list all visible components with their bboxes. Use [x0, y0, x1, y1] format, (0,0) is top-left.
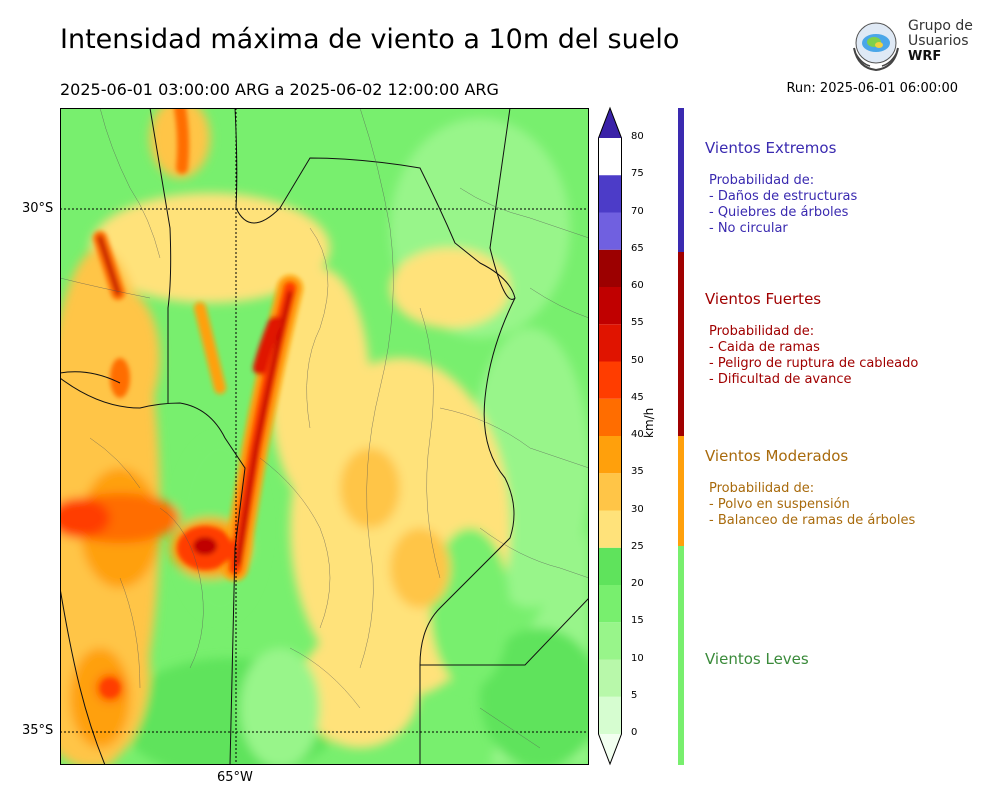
- logo-line3: WRF: [908, 49, 942, 64]
- colorbar-segment: [598, 175, 622, 213]
- colorbar-tick-label: 30: [631, 503, 644, 515]
- colorbar-tick-label: 25: [631, 540, 644, 552]
- colorbar-segment: [598, 622, 622, 660]
- category-moderate-title: Vientos Moderados: [705, 447, 849, 465]
- colorbar-segment: [598, 287, 622, 325]
- colorbar-segment: [598, 398, 622, 436]
- colorbar-tick-label: 55: [631, 317, 644, 329]
- colorbar-segment: [598, 361, 622, 399]
- wrf-logo: Grupo de Usuarios WRF: [848, 18, 973, 74]
- category-extreme-title: Vientos Extremos: [705, 139, 837, 157]
- colorbar-tick-label: 5: [631, 689, 638, 701]
- colorbar-tick-label: 60: [631, 280, 644, 291]
- colorbar-tick-label: 0: [631, 727, 638, 738]
- extreme-range-bar: [678, 108, 684, 252]
- colorbar-tick-label: 75: [631, 168, 644, 180]
- logo-line2: Usuarios: [908, 33, 969, 49]
- lat-label-35s: 35°S: [22, 723, 54, 738]
- colorbar-tick-label: 65: [631, 242, 644, 254]
- wind-speed-map: [60, 108, 589, 765]
- category-strong-title: Vientos Fuertes: [705, 290, 822, 308]
- colorbar-tick-label: 80: [631, 131, 644, 142]
- category-strong-desc: Probabilidad de: - Caida de ramas - Peli…: [709, 324, 919, 387]
- colorbar-segment: [598, 436, 622, 474]
- strong-range-bar: [678, 252, 684, 436]
- colorbar-segment: [598, 734, 622, 764]
- category-moderate-desc: Probabilidad de: - Polvo en suspensión -…: [709, 481, 916, 528]
- colorbar-tick-label: 45: [631, 391, 644, 403]
- light-range-bar: [678, 546, 684, 765]
- moderate-range-bar: [678, 436, 684, 546]
- colorbar-tick-label: 15: [631, 615, 644, 627]
- colorbar-segment: [598, 659, 622, 697]
- colorbar-segment: [598, 547, 622, 585]
- colorbar-tick-label: 35: [631, 466, 644, 478]
- run-time: Run: 2025-06-01 06:00:00: [786, 81, 958, 96]
- colorbar-segment: [598, 510, 622, 548]
- logo-line1: Grupo de: [908, 18, 973, 34]
- colorbar-segment: [598, 585, 622, 623]
- colorbar-segment: [598, 696, 622, 734]
- colorbar-tick-label: 40: [631, 429, 644, 440]
- lon-label-65w: 65°W: [217, 770, 253, 785]
- colorbar-segment: [598, 212, 622, 250]
- colorbar-tick-label: 50: [631, 354, 644, 366]
- chart-title: Intensidad máxima de viento a 10m del su…: [60, 24, 680, 55]
- colorbar-segment: [598, 473, 622, 511]
- colorbar-segment: [598, 249, 622, 287]
- category-extreme-desc: Probabilidad de: - Daños de estructuras …: [709, 173, 858, 236]
- colorbar-unit: km/h: [642, 407, 656, 438]
- lat-label-30s: 30°S: [22, 201, 54, 216]
- colorbar-tick-label: 70: [631, 205, 644, 217]
- forecast-period: 2025-06-01 03:00:00 ARG a 2025-06-02 12:…: [60, 80, 499, 99]
- colorbar-tick-label: 10: [631, 652, 644, 664]
- globe-icon: [853, 22, 899, 72]
- colorbar-segment: [598, 108, 622, 138]
- category-light-title: Vientos Leves: [705, 650, 809, 668]
- colorbar-tick-label: 20: [631, 578, 644, 589]
- colorbar: [598, 106, 622, 766]
- colorbar-segment: [598, 324, 622, 362]
